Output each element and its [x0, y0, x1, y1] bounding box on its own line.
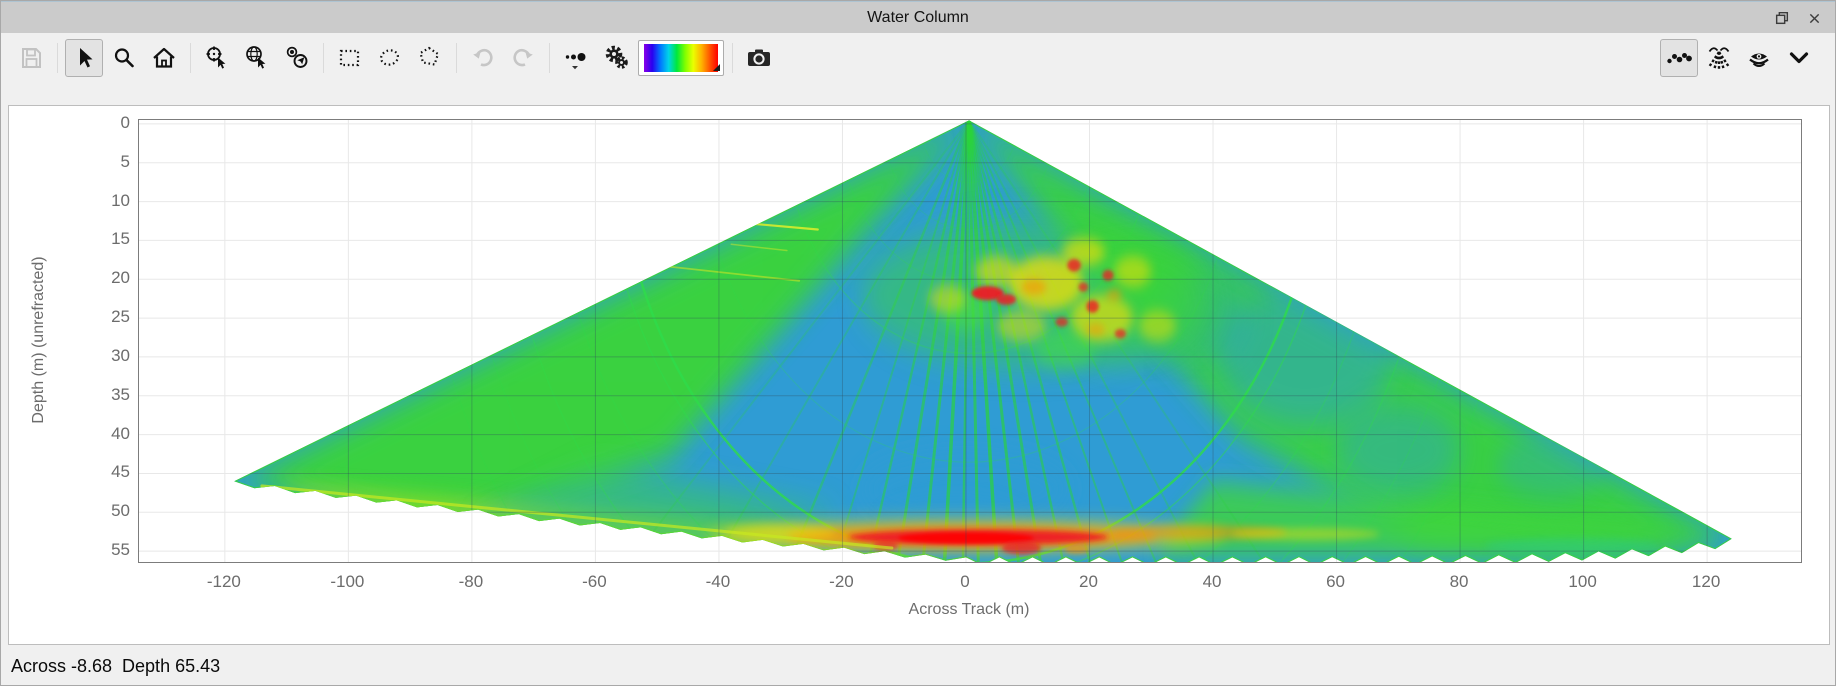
y-tick-label: 25 — [111, 307, 130, 327]
point-compass-icon — [286, 46, 308, 68]
select-cursor-button[interactable] — [65, 39, 103, 77]
stacked-view-button[interactable] — [1740, 39, 1778, 77]
points-display-button[interactable] — [1660, 39, 1698, 77]
globe-cursor-icon — [246, 46, 266, 69]
colormap-gradient-swatch — [644, 44, 718, 72]
magnifier-icon — [114, 48, 134, 68]
x-tick-label: 20 — [1079, 572, 1098, 591]
toolbar-separator — [323, 43, 324, 73]
pick-point-button[interactable] — [198, 39, 236, 77]
y-axis-ticks: 0 5 10 15 20 25 30 35 40 45 50 55 — [9, 113, 130, 561]
settings-button[interactable] — [597, 39, 635, 77]
dashed-polygon-icon — [419, 46, 440, 66]
cursor-arrow-icon — [80, 48, 93, 68]
crosshair-cursor-icon — [206, 46, 226, 69]
redo-arrow-icon — [513, 48, 533, 67]
float-window-icon[interactable] — [1773, 9, 1791, 27]
dashed-ellipse-icon — [379, 49, 400, 66]
x-tick-label: -20 — [829, 572, 854, 591]
geo-pick-button[interactable] — [238, 39, 276, 77]
plot-panel: Depth (m) (unrefracted) 0 5 10 15 20 25 30 35 40… — [8, 105, 1830, 645]
x-tick-label: 80 — [1449, 572, 1469, 591]
x-tick-label: -40 — [705, 572, 731, 591]
y-tick-label: 40 — [111, 423, 130, 443]
undo-button[interactable] — [464, 39, 502, 77]
titlebar[interactable]: Water Column — [1, 1, 1835, 33]
x-tick-label: -100 — [330, 572, 365, 591]
home-icon — [153, 47, 175, 68]
camera-icon — [748, 49, 770, 66]
x-tick-label: 60 — [1326, 572, 1346, 591]
x-axis-label: Across Track (m) — [908, 601, 1030, 618]
dropdown-corner-icon — [713, 64, 720, 71]
home-view-button[interactable] — [145, 39, 183, 77]
zoom-button[interactable] — [105, 39, 143, 77]
toolbar-separator — [732, 43, 733, 73]
x-tick-label: -120 — [206, 572, 241, 591]
point-size-button[interactable] — [557, 39, 595, 77]
x-tick-label: 120 — [1691, 572, 1721, 591]
y-tick-label: 55 — [111, 540, 130, 560]
toolbar-separator — [190, 43, 191, 73]
chevron-down-icon — [1789, 52, 1809, 64]
snapshot-button[interactable] — [740, 39, 778, 77]
gears-icon — [605, 45, 628, 69]
scatter-dots-icon — [1667, 53, 1692, 64]
x-tick-label: 40 — [1202, 572, 1222, 591]
x-axis-ticks: -120 -100 -80 -60 -40 -20 0 20 40 60 80 100 120 — [138, 568, 1800, 598]
x-tick-label: 0 — [960, 572, 970, 591]
dots-size-icon — [565, 53, 586, 70]
ellipse-select-button[interactable] — [371, 39, 409, 77]
fan-display-button[interactable] — [1700, 39, 1738, 77]
x-tick-label: 100 — [1568, 572, 1597, 591]
rectangle-select-button[interactable] — [331, 39, 369, 77]
x-tick-label: -60 — [582, 572, 607, 591]
beam-fan-icon — [1708, 47, 1730, 69]
undo-arrow-icon — [473, 48, 493, 67]
y-tick-label: 35 — [111, 384, 130, 404]
status-bar: Across -8.68 Depth 65.43 — [1, 645, 1835, 685]
toolbar-separator — [456, 43, 457, 73]
eye-arcs-icon — [1749, 53, 1769, 67]
y-tick-label: 45 — [111, 462, 130, 482]
fan-heatmap[interactable] — [139, 120, 1801, 562]
dashed-rectangle-icon — [339, 49, 360, 67]
y-tick-label: 20 — [111, 268, 130, 288]
y-tick-label: 50 — [111, 501, 130, 521]
polygon-select-button[interactable] — [411, 39, 449, 77]
point-navigate-button[interactable] — [278, 39, 316, 77]
y-tick-label: 15 — [111, 229, 130, 249]
cursor-position-readout: Across -8.68 Depth 65.43 — [11, 655, 221, 676]
toolbar — [1, 33, 1835, 105]
y-tick-label: 0 — [120, 112, 130, 132]
more-options-button[interactable] — [1780, 39, 1818, 77]
close-icon[interactable] — [1805, 9, 1823, 27]
redo-button[interactable] — [504, 39, 542, 77]
y-tick-label: 30 — [111, 345, 130, 365]
floppy-icon — [22, 48, 41, 68]
toolbar-separator — [549, 43, 550, 73]
toolbar-separator — [57, 43, 58, 73]
window-title: Water Column — [867, 8, 969, 26]
x-tick-label: -80 — [458, 572, 484, 591]
water-column-fan-plot[interactable] — [138, 119, 1802, 563]
colormap-button[interactable] — [638, 40, 724, 76]
y-tick-label: 10 — [111, 190, 130, 210]
y-tick-label: 5 — [120, 151, 130, 171]
save-button[interactable] — [12, 39, 50, 77]
